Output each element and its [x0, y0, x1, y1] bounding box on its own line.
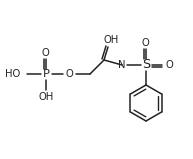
Text: O: O	[41, 48, 49, 58]
Text: HO: HO	[5, 69, 20, 79]
Text: O: O	[65, 69, 73, 79]
Text: S: S	[142, 59, 150, 72]
Text: OH: OH	[38, 92, 54, 102]
Text: P: P	[43, 69, 49, 79]
Text: O: O	[165, 60, 173, 70]
Text: N: N	[118, 60, 126, 70]
Text: O: O	[141, 38, 149, 48]
Text: OH: OH	[103, 35, 119, 45]
